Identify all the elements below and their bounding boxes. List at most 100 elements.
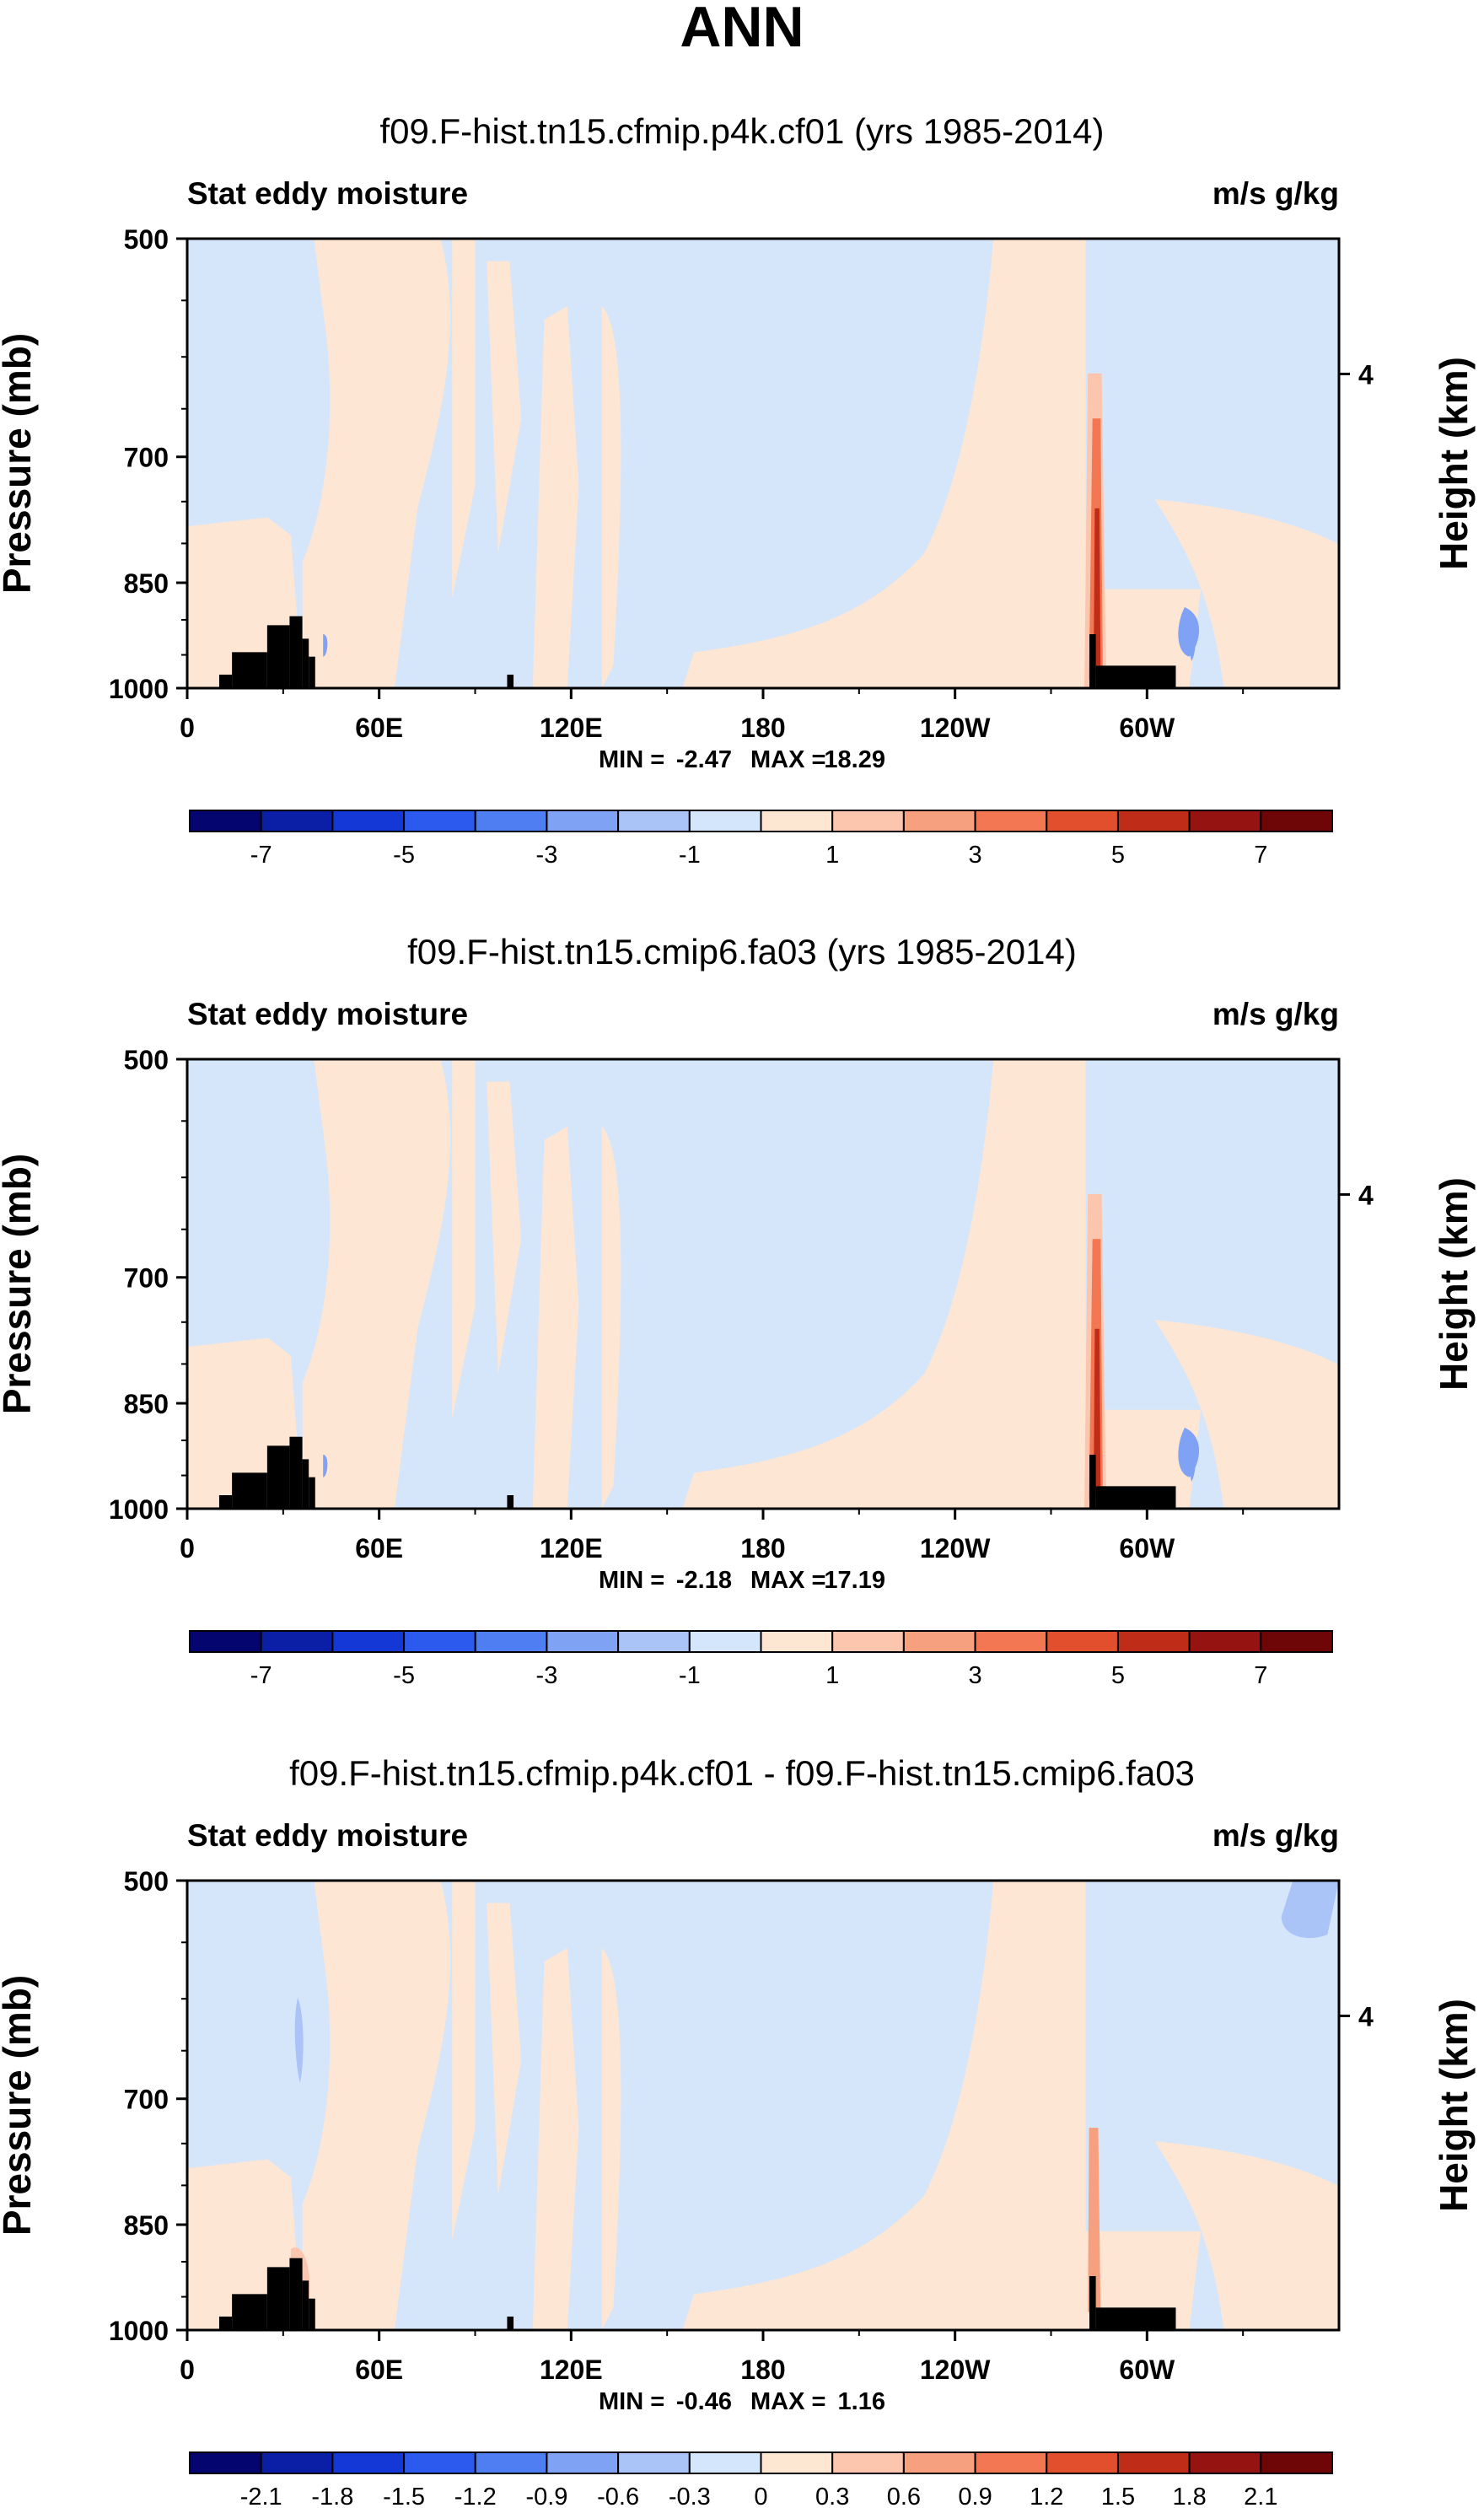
y-axis-title-right: Height (km) bbox=[1432, 357, 1476, 570]
positive-region bbox=[452, 1881, 476, 2241]
contour-field bbox=[187, 239, 1339, 688]
colorbar-segment bbox=[974, 810, 1048, 832]
positive-region bbox=[532, 1126, 579, 1509]
colorbar-segment bbox=[331, 2451, 406, 2474]
min-label: MIN = bbox=[599, 2388, 664, 2415]
units-label: m/s g/kg bbox=[1212, 1818, 1339, 1853]
colorbar-label: 1.5 bbox=[1101, 2484, 1135, 2508]
positive-region bbox=[601, 305, 621, 688]
max-value: 18.29 bbox=[824, 746, 885, 773]
colorbar-segment bbox=[688, 810, 762, 832]
min-value: -0.46 bbox=[676, 2388, 732, 2415]
y-tick-label: 500 bbox=[124, 224, 169, 255]
variable-label: Stat eddy moisture bbox=[187, 1818, 468, 1853]
y-axis-title-right: Height (km) bbox=[1432, 1999, 1476, 2212]
colorbar-label: -0.3 bbox=[669, 2484, 711, 2508]
colorbar-segment bbox=[688, 1630, 762, 1653]
positive-region bbox=[682, 1881, 1086, 2330]
x-tick-label: 180 bbox=[740, 1533, 785, 1563]
colorbar-segment bbox=[546, 810, 620, 832]
panel-1: f09.F-hist.tn15.cfmip.p4k.cf01 (yrs 1985… bbox=[0, 111, 1476, 869]
x-tick-label: 180 bbox=[740, 2355, 785, 2385]
y-tick-label: 1000 bbox=[109, 1494, 169, 1525]
negative-region bbox=[323, 1455, 328, 1477]
colorbar-segment bbox=[260, 1630, 334, 1653]
colorbar-segment bbox=[1046, 2451, 1119, 2474]
colorbar-label: 3 bbox=[968, 1662, 981, 1689]
negative-region bbox=[1188, 1445, 1196, 1483]
colorbar-segment bbox=[831, 1630, 905, 1653]
min-label: MIN = bbox=[599, 1567, 664, 1594]
x-tick-label: 60E bbox=[355, 2355, 403, 2385]
topography-block bbox=[266, 2267, 290, 2330]
colorbar: -2.1 -1.8 -1.5 -1.2 -0.9 -0.6 -0.3 0 0.3 0.6 0.9 1.… bbox=[189, 2451, 1333, 2508]
positive-ridge-peak bbox=[1094, 1328, 1101, 1487]
positive-region bbox=[210, 2237, 255, 2277]
colorbar-label: 1.8 bbox=[1172, 2484, 1206, 2508]
topography-block bbox=[218, 1495, 233, 1509]
positive-ridge bbox=[1088, 2128, 1101, 2312]
x-tick-label: 120E bbox=[540, 2355, 603, 2385]
min-label: MIN = bbox=[599, 746, 664, 773]
max-label: MAX = bbox=[750, 746, 825, 773]
topography-block bbox=[507, 675, 514, 688]
colorbar-label: 0.9 bbox=[958, 2484, 992, 2508]
positive-region bbox=[1085, 589, 1202, 688]
positive-region bbox=[532, 1947, 579, 2330]
positive-region bbox=[210, 1416, 255, 1456]
colorbar-label: -3 bbox=[536, 1662, 558, 1689]
units-label: m/s g/kg bbox=[1212, 176, 1339, 211]
negative-region bbox=[1281, 1881, 1339, 1939]
colorbar: -7 -5 -3 -1 1 3 5 7 bbox=[189, 810, 1333, 869]
positive-region bbox=[348, 596, 401, 653]
y-tick-label: 700 bbox=[124, 2085, 169, 2115]
colorbar-label: 5 bbox=[1111, 1662, 1125, 1689]
colorbar-segment bbox=[189, 810, 262, 832]
topography-block bbox=[232, 2294, 267, 2330]
topography-block bbox=[1089, 2276, 1096, 2330]
colorbar-segment bbox=[1188, 810, 1262, 832]
colorbar-label: 1 bbox=[825, 1662, 839, 1689]
colorbar-label: -1.2 bbox=[454, 2484, 497, 2508]
positive-region bbox=[210, 595, 255, 635]
colorbar-segment bbox=[831, 810, 905, 832]
positive-region bbox=[348, 2238, 401, 2295]
colorbar-segment bbox=[617, 2451, 691, 2474]
positive-region bbox=[452, 1059, 476, 1419]
topography-block bbox=[266, 1445, 290, 1509]
colorbar-segment bbox=[831, 2451, 905, 2474]
colorbar-segment bbox=[902, 1630, 976, 1653]
colorbar-label: 0.6 bbox=[887, 2484, 921, 2508]
topography-block bbox=[1095, 1486, 1176, 1509]
y-axis-title-right: Height (km) bbox=[1432, 1177, 1476, 1391]
positive-region bbox=[487, 1903, 522, 2196]
colorbar-segment bbox=[403, 2451, 476, 2474]
topography-block bbox=[289, 616, 303, 688]
panel-title: f09.F-hist.tn15.cfmip.p4k.cf01 - f09.F-h… bbox=[289, 1753, 1195, 1793]
panel-title: f09.F-hist.tn15.cfmip.p4k.cf01 (yrs 1985… bbox=[379, 111, 1104, 151]
colorbar-label: -7 bbox=[250, 842, 272, 869]
topography-block bbox=[1089, 634, 1096, 688]
colorbar-segment bbox=[760, 1630, 834, 1653]
right-tick-label: 4 bbox=[1358, 1180, 1374, 1210]
colorbar-label: -1 bbox=[679, 1662, 701, 1689]
topography-block bbox=[232, 652, 267, 688]
topography-block bbox=[218, 675, 233, 688]
negative-region bbox=[323, 634, 328, 657]
colorbar-label: 0 bbox=[754, 2484, 767, 2508]
colorbar-segment bbox=[331, 1630, 406, 1653]
positive-region bbox=[532, 305, 579, 688]
max-value: 1.16 bbox=[838, 2388, 885, 2415]
units-label: m/s g/kg bbox=[1212, 997, 1339, 1031]
topography-block bbox=[302, 638, 309, 688]
colorbar-segment bbox=[760, 810, 834, 832]
topography-block bbox=[309, 2298, 315, 2330]
positive-region bbox=[1154, 1320, 1339, 1509]
y-tick-label: 850 bbox=[124, 1389, 169, 1419]
y-tick-label: 700 bbox=[124, 443, 169, 473]
y-tick-label: 850 bbox=[124, 2210, 169, 2241]
colorbar-segment bbox=[1116, 810, 1191, 832]
y-axis-title: Pressure (mb) bbox=[0, 1975, 39, 2236]
y-tick-label: 850 bbox=[124, 568, 169, 599]
colorbar-segment bbox=[1188, 1630, 1262, 1653]
